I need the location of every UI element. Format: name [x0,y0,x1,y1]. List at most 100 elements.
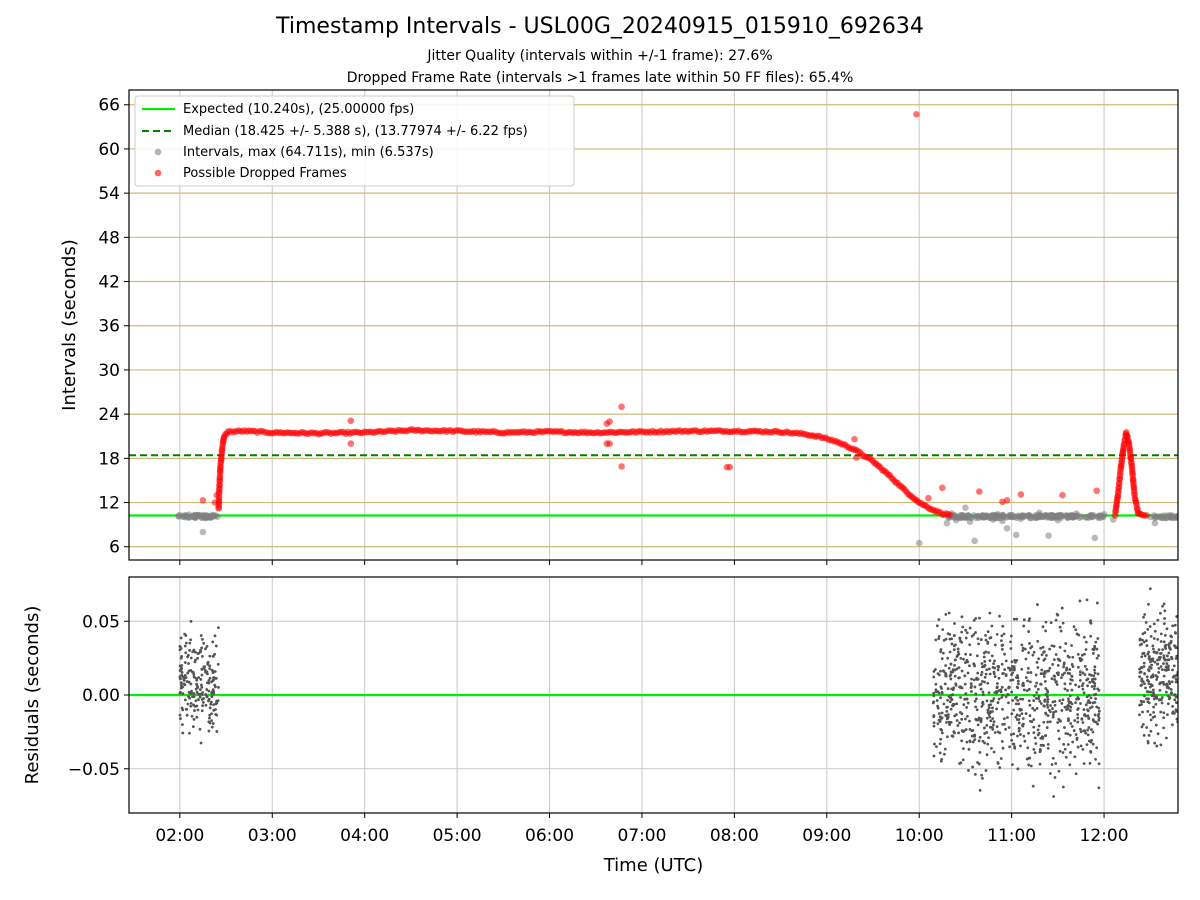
residual-point [1032,650,1036,654]
residual-point [1163,609,1167,613]
x-tick-label: 12:00 [1080,826,1129,846]
residual-point [1146,627,1150,631]
residual-point [1153,629,1157,633]
residual-point [1062,662,1066,666]
residual-point [1004,673,1008,676]
residual-point [204,647,207,651]
residual-point [990,654,994,658]
residual-point [1162,640,1166,644]
x-tick-label: 04:00 [340,826,389,846]
residual-point [976,761,979,764]
residual-point [1001,746,1005,750]
residual-point [1147,682,1151,686]
residual-point [210,719,213,723]
residual-point [179,686,183,690]
residual-point [1068,682,1072,686]
residual-point [1149,657,1153,661]
residual-point [202,697,205,700]
residual-point [193,709,196,712]
interval-point [1082,513,1089,521]
residual-point [961,758,965,762]
residual-point [1001,722,1005,726]
residual-point [1014,715,1018,719]
x-axis-label: Time (UTC) [603,855,704,876]
residual-point [1068,763,1072,767]
residual-point [200,667,204,671]
residual-point [1162,662,1165,666]
residual-point [951,693,955,697]
residual-point [991,699,995,703]
residual-point [1015,685,1019,689]
residual-point [959,696,962,699]
residual-point [1076,720,1080,724]
dropped-frame-point [618,403,625,411]
residual-point [1162,726,1166,730]
residual-point [1016,734,1019,738]
residual-point [1046,700,1050,704]
residual-point [967,769,970,772]
residual-point [1021,649,1025,652]
residual-point [1050,644,1054,648]
residual-point [1174,657,1178,660]
residual-point [1031,784,1035,788]
residual-point [1046,705,1050,709]
residual-point [198,727,202,731]
x-tick-label: 09:00 [802,826,851,846]
residual-point [1018,707,1022,711]
residual-point [977,642,980,646]
residual-point [987,704,991,707]
residual-point [940,657,944,661]
residual-point [1093,684,1097,688]
residual-point [1078,727,1082,731]
residual-point [1153,650,1156,654]
residual-point [210,668,214,672]
residual-point [1083,652,1086,656]
residual-point [207,699,210,703]
residual-point [213,652,217,656]
y-tick-label: 24 [98,405,120,425]
y-tick-label: 30 [98,361,120,381]
residual-point [1158,689,1162,692]
residual-point [1085,743,1089,747]
residual-point [184,676,188,680]
residual-point [989,719,993,723]
residual-point [1039,736,1043,740]
residual-point [179,717,182,721]
residual-point [189,619,193,623]
residual-point [1141,638,1144,642]
residual-point [983,726,986,730]
residual-point [967,747,971,751]
residual-point [1015,695,1018,699]
interval-point [962,504,969,511]
residual-point [1147,669,1151,673]
residual-point [195,715,199,719]
residual-point [1064,755,1068,759]
residual-point [1078,679,1082,682]
residual-point [1145,675,1149,679]
residual-point [1160,696,1164,699]
residual-point [207,729,211,733]
residual-point [1046,746,1050,750]
residual-point [996,668,1000,672]
residual-point [1002,632,1006,636]
residual-point [1033,708,1037,712]
residual-point [1143,694,1146,698]
residual-point [1144,686,1147,690]
residual-point [192,672,196,676]
interval-point [1063,512,1071,520]
residual-point [1162,602,1166,606]
residual-point [1017,729,1021,733]
dropped-frame-point [851,435,858,443]
residual-point [933,742,936,746]
residual-point [964,636,968,640]
residual-point [935,745,938,748]
dropped-frame-point [213,491,221,499]
residual-point [1174,695,1178,699]
residual-point [1086,684,1089,688]
residual-point [1067,718,1070,722]
residual-point [1010,660,1014,664]
residual-point [1084,648,1088,651]
residual-point [1066,732,1070,736]
residual-point [1089,728,1093,731]
residual-point [939,737,943,741]
